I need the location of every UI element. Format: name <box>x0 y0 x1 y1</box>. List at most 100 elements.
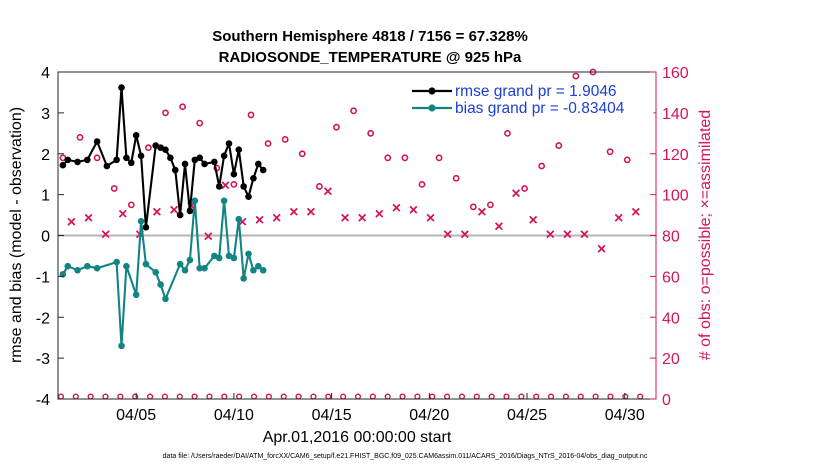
y2-tick-label: 20 <box>662 351 680 368</box>
series-point-bias <box>123 262 130 270</box>
obs-assimilated-marker: × <box>169 202 178 219</box>
series-point-bias <box>215 254 223 262</box>
obs-assimilated-marker: × <box>238 214 247 231</box>
obs-zero-marker <box>503 393 510 400</box>
obs-zero-marker <box>265 393 272 400</box>
obs-assimilated-marker: × <box>511 186 520 203</box>
obs-assimilated-marker: × <box>443 227 452 244</box>
obs-assimilated-marker: × <box>255 212 264 229</box>
obs-zero-marker <box>340 393 347 400</box>
obs-possible-marker <box>504 129 511 137</box>
y-tick-label: -4 <box>36 392 50 409</box>
series-point-bias <box>152 268 160 276</box>
obs-assimilated-marker: × <box>84 210 93 227</box>
obs-possible-marker <box>76 133 84 141</box>
obs-zero-marker <box>429 393 436 400</box>
series-point-rmse <box>240 183 247 190</box>
obs-assimilated-marker: × <box>289 204 298 221</box>
obs-possible-marker <box>452 174 460 182</box>
y-tick-label: 2 <box>41 147 50 164</box>
x-axis-label: Apr.01,2016 00:00:00 start <box>263 429 452 446</box>
obs-possible-marker <box>93 154 101 162</box>
series-point-bias <box>113 258 120 266</box>
series-point-bias <box>142 260 150 268</box>
obs-assimilated-marker: × <box>323 184 332 201</box>
series-point-rmse <box>201 160 208 168</box>
series-point-rmse <box>84 156 91 164</box>
obs-assimilated-marker: × <box>477 204 486 221</box>
y2-tick-label: 100 <box>662 188 689 205</box>
obs-zero-marker <box>488 393 495 400</box>
obs-zero-marker <box>72 393 79 400</box>
obs-possible-marker <box>179 103 186 111</box>
y2-tick-label: 160 <box>662 65 689 82</box>
y2-tick-label: 60 <box>662 269 680 286</box>
obs-zero-marker <box>191 393 198 400</box>
obs-assimilated-marker: × <box>494 218 503 235</box>
series-point-rmse <box>176 211 184 219</box>
y-tick-label: 3 <box>41 106 50 123</box>
series-point-rmse <box>235 146 243 153</box>
obs-assimilated-marker: × <box>631 204 640 221</box>
obs-possible-marker <box>435 154 443 162</box>
y2-tick-label: 0 <box>662 392 671 409</box>
obs-assimilated-marker: × <box>529 212 538 229</box>
obs-zero-marker <box>87 393 94 400</box>
series-point-rmse <box>225 140 233 147</box>
y-tick-label: -3 <box>36 351 50 368</box>
obs-zero-marker <box>443 393 451 400</box>
y-tick-label: -2 <box>36 310 50 327</box>
series-point-rmse <box>132 132 140 139</box>
series-point-bias <box>118 342 125 350</box>
series-point-bias <box>259 266 267 274</box>
series-point-bias <box>74 266 81 274</box>
series-point-rmse <box>103 162 111 170</box>
series-point-bias <box>137 217 145 225</box>
obs-zero-marker <box>577 393 584 400</box>
series-point-bias <box>201 264 208 272</box>
obs-possible-marker <box>281 136 289 143</box>
legend-label-rmse: rmse grand pr = 1.9046 <box>455 83 617 100</box>
series-layer <box>59 84 267 350</box>
y-axis-label: rmse and bias (model - observation) <box>8 107 25 363</box>
obs-zero-marker <box>562 393 570 400</box>
series-point-rmse <box>64 156 72 164</box>
series-point-rmse <box>127 159 135 167</box>
series-point-rmse <box>113 156 120 164</box>
series-point-rmse <box>215 183 223 190</box>
series-point-rmse <box>186 207 194 215</box>
obs-assimilated-marker: × <box>152 204 161 221</box>
obs-zero-marker <box>399 393 406 400</box>
obs-zero-marker <box>280 393 287 400</box>
obs-possible-marker <box>162 109 169 117</box>
series-point-bias <box>132 291 140 299</box>
obs-possible-marker <box>521 185 528 192</box>
obs-assimilated-marker: × <box>597 241 606 258</box>
series-point-rmse <box>167 154 174 162</box>
data-file-footer: data file: /Users/raeder/DAI/ATM_forcXX/… <box>163 453 648 460</box>
obs-possible-marker <box>298 150 306 158</box>
obs-zero-marker <box>458 393 466 400</box>
series-point-bias <box>84 262 91 270</box>
legend-entry-bias: bias grand pr = -0.83404 <box>412 100 625 117</box>
obs-possible-marker <box>196 119 204 127</box>
legend: rmse grand pr = 1.9046 bias grand pr = -… <box>405 79 654 119</box>
series-point-bias <box>93 264 101 272</box>
obs-zero-marker <box>250 393 258 400</box>
series-point-rmse <box>255 160 262 168</box>
y-tick-label: 1 <box>41 188 50 205</box>
series-point-rmse <box>59 161 67 169</box>
series-point-rmse <box>259 166 267 174</box>
obs-zero-marker <box>176 393 183 400</box>
obs-zero-marker <box>102 393 109 400</box>
series-point-bias <box>191 197 199 205</box>
obs-possible-marker <box>418 181 426 188</box>
obs-assimilated-marker: × <box>546 227 555 244</box>
obs-assimilated-marker: × <box>340 210 349 227</box>
obs-zero-marker <box>354 393 362 400</box>
obs-zero-marker <box>146 393 154 400</box>
y-tick-label: 0 <box>41 229 50 246</box>
series-point-rmse <box>118 84 125 91</box>
obs-assimilated-marker: × <box>426 210 435 227</box>
series-line-rmse <box>62 86 265 229</box>
